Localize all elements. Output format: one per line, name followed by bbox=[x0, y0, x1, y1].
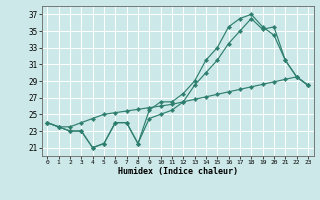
X-axis label: Humidex (Indice chaleur): Humidex (Indice chaleur) bbox=[118, 167, 237, 176]
